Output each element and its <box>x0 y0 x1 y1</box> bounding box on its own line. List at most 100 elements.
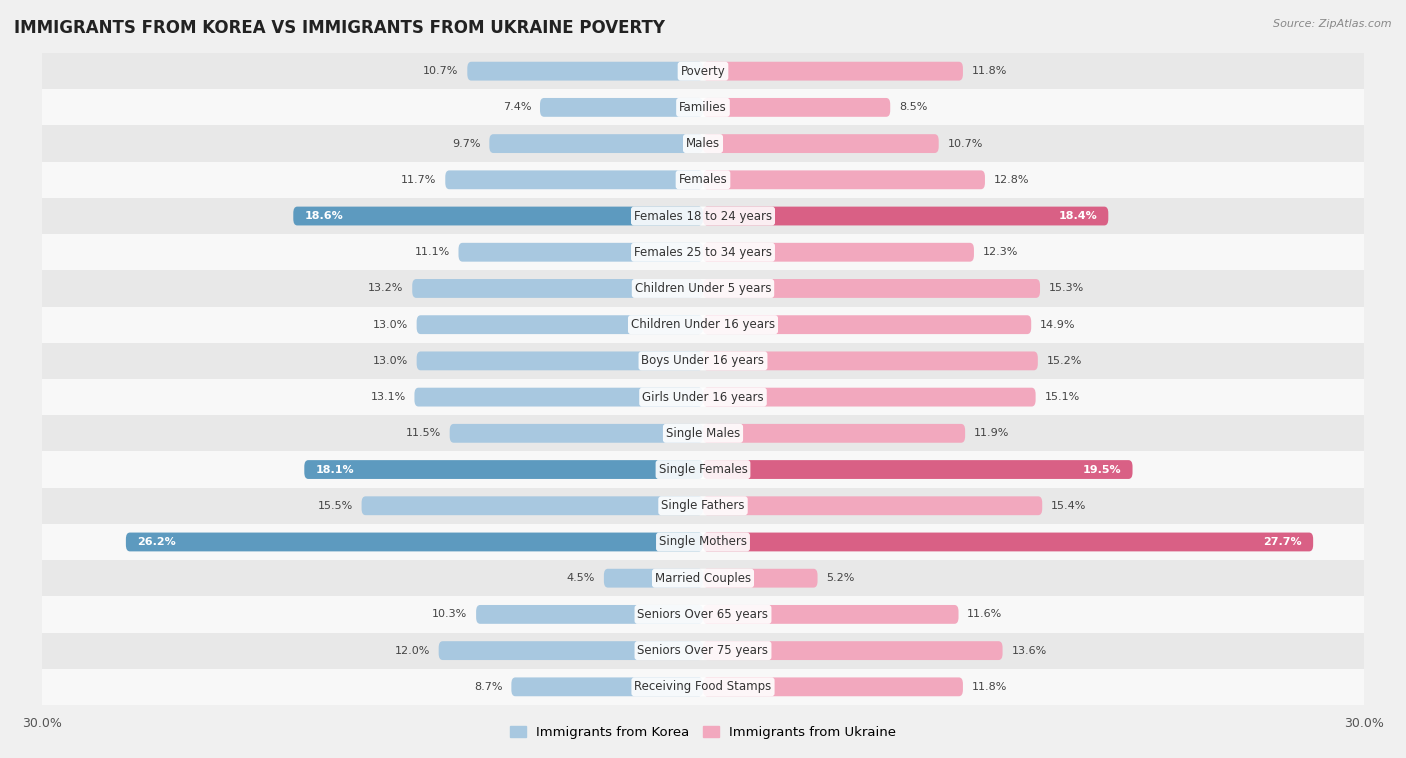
FancyBboxPatch shape <box>450 424 703 443</box>
Bar <box>42 487 1364 524</box>
Text: 15.5%: 15.5% <box>318 501 353 511</box>
FancyBboxPatch shape <box>446 171 703 190</box>
Bar <box>42 343 1364 379</box>
Bar <box>42 306 1364 343</box>
FancyBboxPatch shape <box>540 98 703 117</box>
Text: 18.6%: 18.6% <box>304 211 343 221</box>
FancyBboxPatch shape <box>703 496 1042 515</box>
FancyBboxPatch shape <box>512 678 703 697</box>
FancyBboxPatch shape <box>703 279 1040 298</box>
Text: 5.2%: 5.2% <box>827 573 855 583</box>
Text: 12.8%: 12.8% <box>994 175 1029 185</box>
FancyBboxPatch shape <box>477 605 703 624</box>
FancyBboxPatch shape <box>703 61 963 80</box>
Text: Boys Under 16 years: Boys Under 16 years <box>641 355 765 368</box>
Text: Receiving Food Stamps: Receiving Food Stamps <box>634 681 772 694</box>
Text: 8.5%: 8.5% <box>898 102 928 112</box>
FancyBboxPatch shape <box>703 98 890 117</box>
FancyBboxPatch shape <box>703 460 1133 479</box>
Bar <box>42 234 1364 271</box>
Text: 13.1%: 13.1% <box>370 392 405 402</box>
Text: 15.2%: 15.2% <box>1046 356 1083 366</box>
Text: Children Under 5 years: Children Under 5 years <box>634 282 772 295</box>
Bar <box>42 53 1364 89</box>
Text: Females 18 to 24 years: Females 18 to 24 years <box>634 209 772 223</box>
FancyBboxPatch shape <box>467 61 703 80</box>
Text: Children Under 16 years: Children Under 16 years <box>631 318 775 331</box>
Text: 15.4%: 15.4% <box>1052 501 1087 511</box>
FancyBboxPatch shape <box>703 171 986 190</box>
Text: 15.3%: 15.3% <box>1049 283 1084 293</box>
Text: Single Mothers: Single Mothers <box>659 535 747 549</box>
Text: Females 25 to 34 years: Females 25 to 34 years <box>634 246 772 258</box>
Text: 13.2%: 13.2% <box>368 283 404 293</box>
Text: 11.1%: 11.1% <box>415 247 450 257</box>
Text: 14.9%: 14.9% <box>1040 320 1076 330</box>
Bar <box>42 161 1364 198</box>
FancyBboxPatch shape <box>703 641 1002 660</box>
Text: 7.4%: 7.4% <box>503 102 531 112</box>
FancyBboxPatch shape <box>703 568 817 587</box>
Text: IMMIGRANTS FROM KOREA VS IMMIGRANTS FROM UKRAINE POVERTY: IMMIGRANTS FROM KOREA VS IMMIGRANTS FROM… <box>14 19 665 37</box>
Bar <box>42 126 1364 161</box>
Bar <box>42 379 1364 415</box>
Text: Poverty: Poverty <box>681 64 725 77</box>
FancyBboxPatch shape <box>416 315 703 334</box>
FancyBboxPatch shape <box>127 533 703 551</box>
Text: Females: Females <box>679 174 727 186</box>
FancyBboxPatch shape <box>412 279 703 298</box>
FancyBboxPatch shape <box>294 207 703 225</box>
Text: Families: Families <box>679 101 727 114</box>
Bar <box>42 524 1364 560</box>
Text: Single Females: Single Females <box>658 463 748 476</box>
Bar <box>42 597 1364 632</box>
Text: 15.1%: 15.1% <box>1045 392 1080 402</box>
Text: 11.7%: 11.7% <box>401 175 436 185</box>
Text: 11.6%: 11.6% <box>967 609 1002 619</box>
Text: Seniors Over 75 years: Seniors Over 75 years <box>637 644 769 657</box>
Text: Married Couples: Married Couples <box>655 572 751 584</box>
Text: 12.3%: 12.3% <box>983 247 1018 257</box>
FancyBboxPatch shape <box>703 387 1036 406</box>
FancyBboxPatch shape <box>458 243 703 262</box>
Text: 9.7%: 9.7% <box>451 139 481 149</box>
FancyBboxPatch shape <box>703 605 959 624</box>
FancyBboxPatch shape <box>703 424 965 443</box>
FancyBboxPatch shape <box>703 352 1038 371</box>
Text: 18.4%: 18.4% <box>1059 211 1097 221</box>
Text: 8.7%: 8.7% <box>474 682 502 692</box>
FancyBboxPatch shape <box>703 678 963 697</box>
Text: 13.0%: 13.0% <box>373 356 408 366</box>
Bar <box>42 89 1364 126</box>
Text: 13.0%: 13.0% <box>373 320 408 330</box>
FancyBboxPatch shape <box>489 134 703 153</box>
Text: 11.5%: 11.5% <box>405 428 441 438</box>
FancyBboxPatch shape <box>605 568 703 587</box>
FancyBboxPatch shape <box>703 533 1313 551</box>
Bar <box>42 560 1364 597</box>
Text: Seniors Over 65 years: Seniors Over 65 years <box>637 608 769 621</box>
Legend: Immigrants from Korea, Immigrants from Ukraine: Immigrants from Korea, Immigrants from U… <box>505 720 901 744</box>
Bar <box>42 452 1364 487</box>
Bar <box>42 198 1364 234</box>
FancyBboxPatch shape <box>415 387 703 406</box>
Text: Single Fathers: Single Fathers <box>661 500 745 512</box>
FancyBboxPatch shape <box>703 315 1031 334</box>
Bar <box>42 632 1364 669</box>
Text: Single Males: Single Males <box>666 427 740 440</box>
FancyBboxPatch shape <box>439 641 703 660</box>
Text: 10.7%: 10.7% <box>423 66 458 76</box>
FancyBboxPatch shape <box>703 243 974 262</box>
Text: Males: Males <box>686 137 720 150</box>
Text: 19.5%: 19.5% <box>1083 465 1122 475</box>
Text: 12.0%: 12.0% <box>395 646 430 656</box>
Text: 27.7%: 27.7% <box>1264 537 1302 547</box>
Text: Source: ZipAtlas.com: Source: ZipAtlas.com <box>1274 19 1392 29</box>
Bar <box>42 271 1364 306</box>
FancyBboxPatch shape <box>416 352 703 371</box>
FancyBboxPatch shape <box>703 134 939 153</box>
FancyBboxPatch shape <box>361 496 703 515</box>
FancyBboxPatch shape <box>703 207 1108 225</box>
Bar <box>42 669 1364 705</box>
Text: 10.3%: 10.3% <box>432 609 467 619</box>
